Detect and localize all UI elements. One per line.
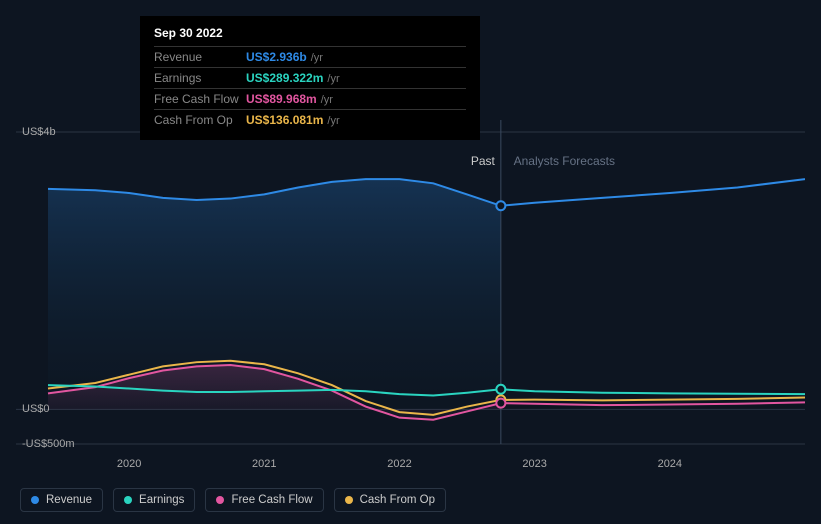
legend-dot-icon — [345, 496, 353, 504]
tooltip-row-label: Cash From Op — [154, 113, 246, 127]
y-axis-label: US$0 — [22, 403, 50, 415]
tooltip-row-unit: /yr — [311, 52, 323, 64]
legend-label: Cash From Op — [360, 494, 435, 506]
x-axis-label: 2021 — [252, 458, 276, 470]
tooltip-date: Sep 30 2022 — [154, 26, 466, 40]
x-axis-label: 2023 — [522, 458, 546, 470]
tooltip-row-unit: /yr — [321, 94, 333, 106]
legend-item-cash-from-op[interactable]: Cash From Op — [334, 488, 446, 512]
legend-dot-icon — [216, 496, 224, 504]
legend-dot-icon — [31, 496, 39, 504]
tooltip-row-value: US$136.081m — [246, 113, 323, 127]
legend-label: Free Cash Flow — [231, 494, 312, 506]
legend-label: Revenue — [46, 494, 92, 506]
x-axis-label: 2020 — [117, 458, 141, 470]
x-axis-label: 2022 — [387, 458, 411, 470]
x-axis-label: 2024 — [658, 458, 682, 470]
tooltip-row-value: US$289.322m — [246, 71, 323, 85]
tooltip-row: RevenueUS$2.936b/yr — [154, 46, 466, 67]
y-axis-label: -US$500m — [22, 438, 75, 450]
y-axis-label: US$4b — [22, 126, 56, 138]
tooltip-row-label: Revenue — [154, 50, 246, 64]
legend-item-earnings[interactable]: Earnings — [113, 488, 195, 512]
legend-dot-icon — [124, 496, 132, 504]
tooltip-row-unit: /yr — [327, 73, 339, 85]
tooltip-row: Free Cash FlowUS$89.968m/yr — [154, 88, 466, 109]
tooltip-row: Cash From OpUS$136.081m/yr — [154, 109, 466, 130]
legend-item-free-cash-flow[interactable]: Free Cash Flow — [205, 488, 323, 512]
section-label: Past — [471, 154, 495, 168]
tooltip-row-value: US$89.968m — [246, 92, 317, 106]
legend: Revenue Earnings Free Cash Flow Cash From O… — [20, 488, 446, 512]
section-label: Analysts Forecasts — [514, 154, 615, 168]
hover-tooltip: Sep 30 2022 RevenueUS$2.936b/yrEarningsU… — [140, 16, 480, 140]
legend-item-revenue[interactable]: Revenue — [20, 488, 103, 512]
tooltip-row: EarningsUS$289.322m/yr — [154, 67, 466, 88]
tooltip-row-unit: /yr — [327, 115, 339, 127]
tooltip-row-label: Free Cash Flow — [154, 92, 246, 106]
line-chart-svg — [16, 120, 805, 480]
tooltip-row-label: Earnings — [154, 71, 246, 85]
legend-label: Earnings — [139, 494, 184, 506]
tooltip-row-value: US$2.936b — [246, 50, 307, 64]
chart-area: US$4b US$0 -US$500m 2020 2021 2022 2023 2024 Pas… — [16, 120, 805, 484]
